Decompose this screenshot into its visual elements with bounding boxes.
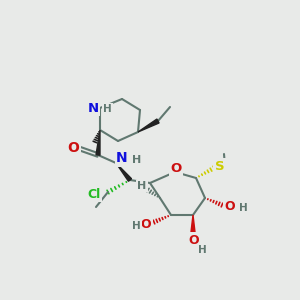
Text: S: S <box>215 160 225 172</box>
Text: H: H <box>239 203 248 213</box>
Text: O: O <box>170 161 182 175</box>
Polygon shape <box>116 163 131 181</box>
Text: H: H <box>103 104 112 114</box>
Text: O: O <box>67 141 79 155</box>
Text: N: N <box>116 151 128 165</box>
Polygon shape <box>138 119 159 132</box>
Text: O: O <box>225 200 235 212</box>
Text: H: H <box>132 155 141 165</box>
Text: H: H <box>198 245 207 255</box>
Text: Cl: Cl <box>87 188 101 200</box>
Polygon shape <box>191 215 195 232</box>
Text: H: H <box>137 181 147 191</box>
Polygon shape <box>96 130 100 155</box>
Text: N: N <box>87 101 99 115</box>
Text: O: O <box>141 218 151 230</box>
Text: O: O <box>189 233 199 247</box>
Text: H: H <box>132 221 141 231</box>
